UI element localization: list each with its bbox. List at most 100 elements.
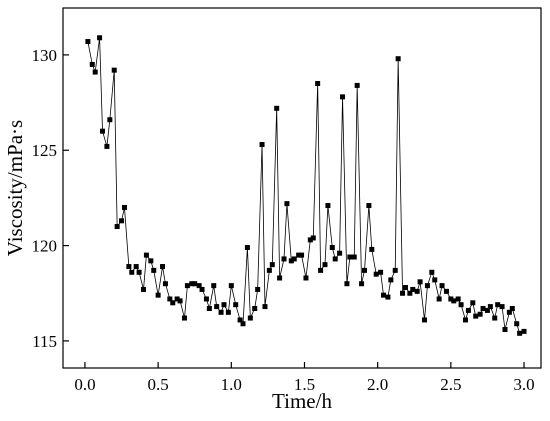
plot-frame [62,7,542,369]
data-point [506,309,512,315]
data-point [162,281,168,287]
data-point [422,317,428,323]
data-point [104,143,110,149]
data-point [307,237,313,243]
data-point [318,267,324,273]
data-point [322,262,328,268]
data-point [151,267,157,273]
data-point [170,300,176,306]
data-point [429,269,435,275]
data-point [470,300,476,306]
x-tick-label: 2.0 [367,375,388,394]
data-point [133,264,139,270]
data-point [381,292,387,298]
data-point [315,81,321,87]
data-point [299,252,305,258]
data-point [196,283,202,289]
data-point [424,283,430,289]
data-point [129,269,135,275]
data-point [143,252,149,258]
data-point [114,224,120,230]
data-point [410,286,416,292]
data-point [354,82,360,88]
data-point [436,296,442,302]
x-tick-label: 1.0 [221,375,242,394]
data-point [392,267,398,273]
data-point [332,256,338,262]
data-point [369,246,375,252]
data-point [203,296,209,302]
y-tick-label: 115 [32,332,57,351]
data-point [502,326,508,332]
data-point [303,275,309,281]
data-point [189,281,195,287]
data-point [373,271,379,277]
data-point [184,283,190,289]
data-point [462,317,468,323]
data-point [291,256,297,262]
data-point [361,267,367,273]
data-point [432,277,438,283]
data-point [174,296,180,302]
x-tick-label: 3.0 [513,375,534,394]
data-point [402,285,408,291]
data-point [266,267,272,273]
data-point [378,269,384,275]
data-point [221,302,227,308]
data-point [344,281,350,287]
data-point [325,203,331,209]
data-point [167,296,173,302]
data-point [465,307,471,313]
data-point [281,256,287,262]
data-point [284,201,290,207]
data-point [310,235,316,241]
data-point [136,269,142,275]
data-point [228,283,234,289]
data-point [517,330,523,336]
data-point [177,298,183,304]
data-line [87,37,525,334]
data-point [181,315,187,321]
data-point [269,262,275,268]
data-point [509,306,515,312]
data-point [140,286,146,292]
data-point [237,317,243,323]
data-point [385,294,391,300]
data-point [288,258,294,264]
data-point [277,275,283,281]
data-point [439,283,445,289]
data-point [337,250,343,256]
data-point [97,35,103,41]
data-point [514,321,520,327]
data-point [296,252,302,258]
data-point [214,304,220,310]
data-point [359,281,365,287]
data-point [92,69,98,75]
data-point [247,315,253,321]
data-point [119,218,125,224]
data-point [473,313,479,319]
data-point [347,254,353,260]
data-point [240,321,246,327]
data-point [340,94,346,100]
data-point [451,298,457,304]
data-point [455,296,461,302]
data-point [126,264,132,270]
data-point [218,309,224,315]
x-tick-label: 0.0 [74,375,95,394]
data-point [395,56,401,62]
data-point [366,203,372,209]
data-point [487,304,493,310]
data-point [351,254,357,260]
data-point [233,302,239,308]
data-point [259,142,265,148]
y-tick-label: 120 [32,237,58,256]
data-point [155,292,161,298]
data-point [192,281,198,287]
data-point [148,258,154,264]
data-point [225,309,231,315]
data-point [480,306,486,312]
data-point [211,283,217,289]
data-point [111,67,117,73]
